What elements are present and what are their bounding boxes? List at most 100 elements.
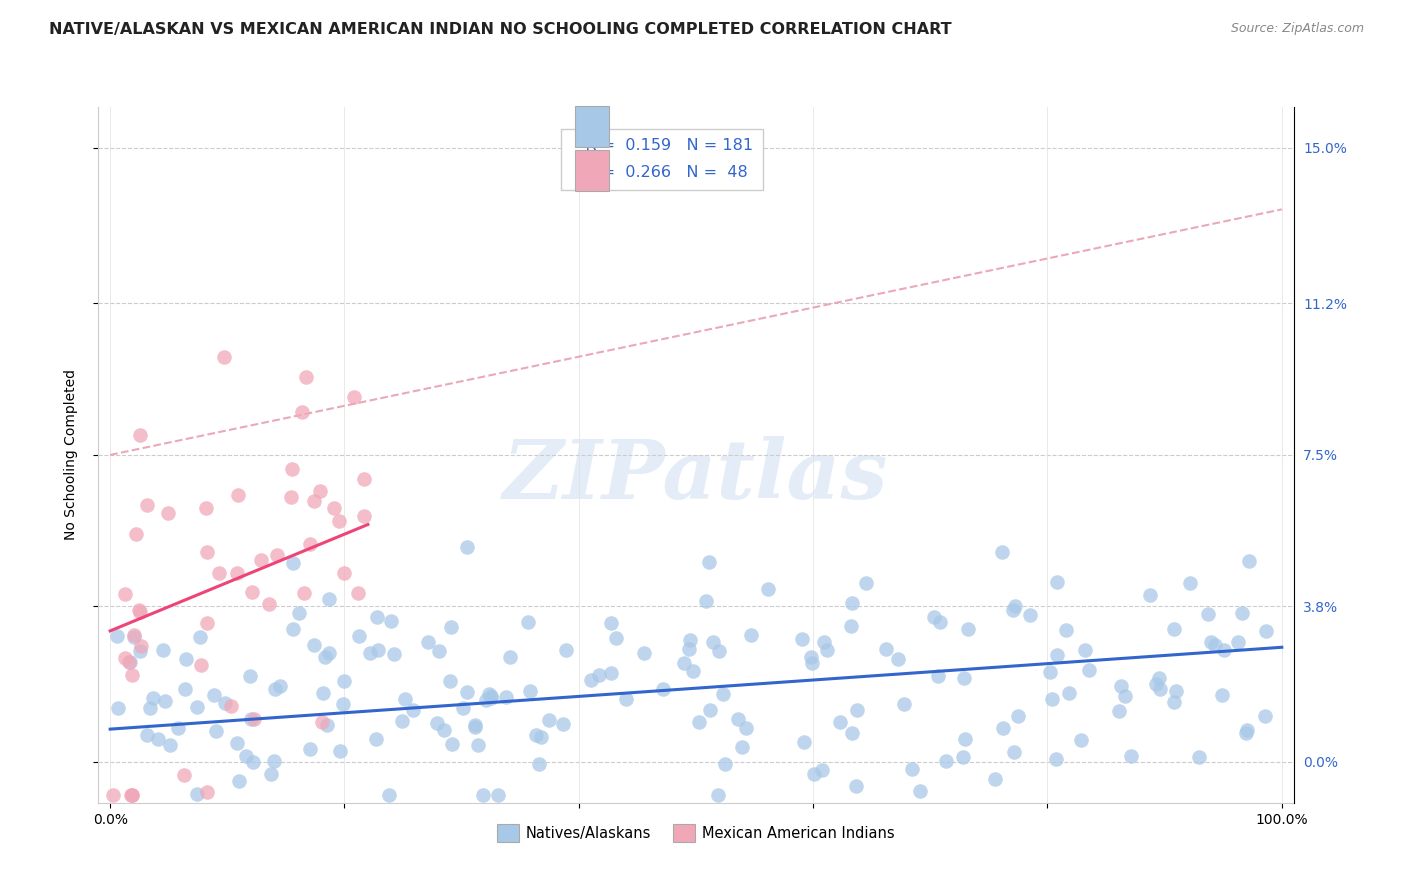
- Point: [269, 679, 291, 693]
- Point: [451, 701, 474, 715]
- Point: [1226, 635, 1249, 649]
- Point: [329, 744, 352, 758]
- Point: [226, 488, 249, 502]
- Point: [756, 582, 779, 597]
- Point: [214, 696, 236, 710]
- Point: [800, 656, 823, 670]
- Point: [205, 724, 228, 739]
- Point: [886, 652, 908, 666]
- Point: [495, 690, 517, 705]
- Point: [1237, 554, 1260, 568]
- Point: [846, 703, 869, 717]
- Point: [813, 635, 835, 649]
- Point: [475, 693, 498, 707]
- Point: [259, 597, 281, 611]
- Point: [1074, 643, 1097, 657]
- Point: [280, 490, 302, 504]
- Point: [288, 606, 311, 620]
- Point: [991, 721, 1014, 735]
- Point: [1164, 683, 1187, 698]
- Point: [212, 351, 235, 365]
- Point: [678, 641, 700, 656]
- Point: [605, 632, 627, 646]
- Point: [243, 712, 266, 726]
- Point: [524, 727, 547, 741]
- Point: [364, 731, 387, 746]
- FancyBboxPatch shape: [575, 106, 609, 146]
- Point: [537, 713, 560, 727]
- Point: [922, 609, 945, 624]
- Point: [139, 700, 162, 714]
- Point: [1188, 750, 1211, 764]
- Point: [281, 462, 304, 476]
- Y-axis label: No Schooling Completed: No Schooling Completed: [63, 369, 77, 541]
- Point: [186, 700, 208, 714]
- Point: [1199, 634, 1222, 648]
- Point: [121, 667, 143, 681]
- Point: [235, 748, 257, 763]
- Point: [239, 669, 262, 683]
- Point: [908, 784, 931, 798]
- Point: [129, 644, 152, 658]
- Point: [486, 788, 509, 802]
- Point: [433, 723, 456, 737]
- Point: [118, 655, 141, 669]
- Point: [1180, 575, 1202, 590]
- Point: [519, 683, 541, 698]
- Point: [800, 649, 823, 664]
- Point: [456, 684, 478, 698]
- Point: [359, 646, 381, 660]
- Point: [530, 731, 553, 745]
- Point: [299, 536, 322, 550]
- Point: [318, 646, 340, 660]
- Point: [707, 788, 730, 802]
- Point: [173, 681, 195, 696]
- Point: [195, 616, 218, 631]
- Point: [893, 697, 915, 711]
- Point: [1077, 663, 1099, 677]
- Point: [129, 639, 152, 653]
- Point: [107, 700, 129, 714]
- Point: [1204, 638, 1226, 652]
- Point: [464, 720, 486, 734]
- Point: [815, 643, 838, 657]
- Point: [709, 644, 731, 658]
- Point: [416, 635, 439, 649]
- Point: [1057, 686, 1080, 700]
- Point: [202, 688, 225, 702]
- Point: [292, 586, 315, 600]
- Point: [811, 763, 834, 777]
- Point: [382, 647, 405, 661]
- Point: [984, 772, 1007, 786]
- Point: [845, 779, 868, 793]
- Point: [239, 712, 262, 726]
- Point: [332, 566, 354, 581]
- Point: [652, 682, 675, 697]
- Point: [167, 721, 190, 735]
- Point: [1121, 749, 1143, 764]
- Point: [402, 703, 425, 717]
- Point: [242, 755, 264, 769]
- Point: [1046, 648, 1069, 663]
- Point: [1070, 732, 1092, 747]
- Point: [347, 629, 370, 643]
- Point: [467, 738, 489, 752]
- Point: [740, 628, 762, 642]
- Point: [380, 615, 402, 629]
- Point: [122, 628, 145, 642]
- Point: [302, 494, 325, 508]
- Point: [195, 545, 218, 559]
- Text: ZIPatlas: ZIPatlas: [503, 436, 889, 516]
- Text: Source: ZipAtlas.com: Source: ZipAtlas.com: [1230, 22, 1364, 36]
- Point: [394, 692, 416, 706]
- Point: [1046, 574, 1069, 589]
- Point: [312, 685, 335, 699]
- Point: [439, 673, 461, 688]
- Point: [1149, 682, 1171, 697]
- Point: [1111, 680, 1133, 694]
- Point: [702, 635, 724, 649]
- Point: [1234, 726, 1257, 740]
- Point: [291, 405, 314, 419]
- Point: [1256, 624, 1278, 638]
- Point: [1236, 723, 1258, 737]
